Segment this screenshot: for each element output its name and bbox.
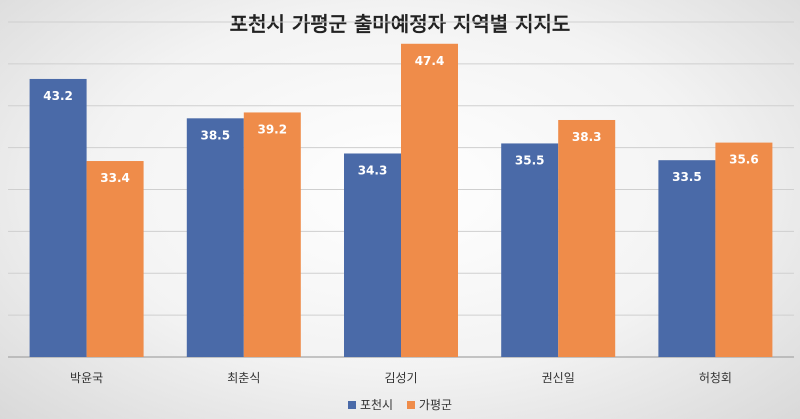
category-label: 허청회 <box>699 371 732 385</box>
bar-series-1-5 <box>658 160 716 357</box>
bar-series-2-3 <box>401 43 458 358</box>
legend-label-series-2: 가평군 <box>418 398 453 412</box>
data-label: 43.2 <box>43 89 73 103</box>
data-label: 38.5 <box>200 128 230 142</box>
data-label: 33.5 <box>672 170 702 184</box>
bar-series-1-1 <box>29 78 87 357</box>
bar-series-1-3 <box>344 153 401 357</box>
legend-swatch-series-2 <box>406 400 415 409</box>
data-label: 35.5 <box>515 153 545 167</box>
bar-series-1-4 <box>501 143 559 357</box>
data-label: 47.4 <box>415 54 445 68</box>
legend-label-series-1: 포천시 <box>359 398 394 412</box>
category-label: 권신일 <box>542 371 575 385</box>
bar-series-2-1 <box>86 161 144 357</box>
category-label: 김성기 <box>384 371 417 385</box>
bar-series-1-2 <box>186 118 244 357</box>
bar-series-2-2 <box>243 112 301 357</box>
data-label: 34.3 <box>358 163 388 177</box>
chart-title: 포천시 가평군 출마예정자 지역별 지지도 <box>229 12 571 36</box>
legend-swatch-series-1 <box>347 400 356 409</box>
bar-series-2-4 <box>558 119 616 357</box>
data-label: 39.2 <box>257 122 287 136</box>
legend-item-series-1: 포천시 <box>347 396 394 413</box>
data-label: 35.6 <box>729 153 759 167</box>
category-label: 박윤국 <box>70 371 103 385</box>
category-label: 최춘식 <box>227 371 260 385</box>
data-label: 38.3 <box>572 130 602 144</box>
bar-series-2-5 <box>715 142 773 357</box>
data-label: 33.4 <box>100 171 130 185</box>
legend-item-series-2: 가평군 <box>406 396 453 413</box>
chart-legend: 포천시 가평군 <box>0 396 800 413</box>
